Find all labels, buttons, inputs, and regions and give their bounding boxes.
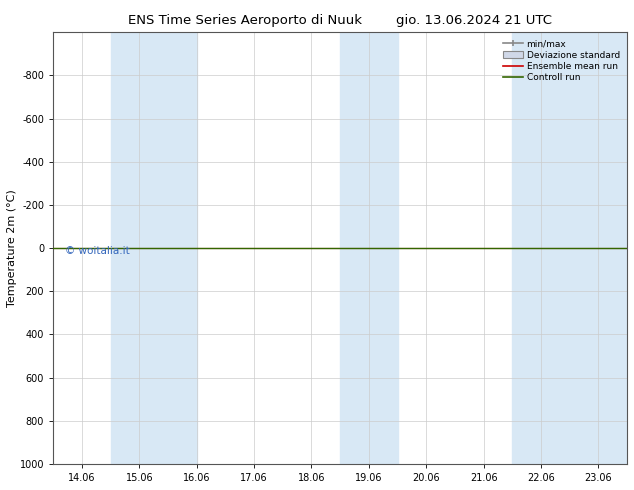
Title: ENS Time Series Aeroporto di Nuuk        gio. 13.06.2024 21 UTC: ENS Time Series Aeroporto di Nuuk gio. 1… — [128, 14, 552, 27]
Bar — [512, 32, 598, 464]
Y-axis label: Temperature 2m (°C): Temperature 2m (°C) — [7, 189, 17, 307]
Bar — [110, 32, 197, 464]
Text: © woitalia.it: © woitalia.it — [65, 246, 129, 256]
Legend: min/max, Deviazione standard, Ensemble mean run, Controll run: min/max, Deviazione standard, Ensemble m… — [500, 37, 623, 85]
Bar — [598, 32, 627, 464]
Bar — [340, 32, 398, 464]
